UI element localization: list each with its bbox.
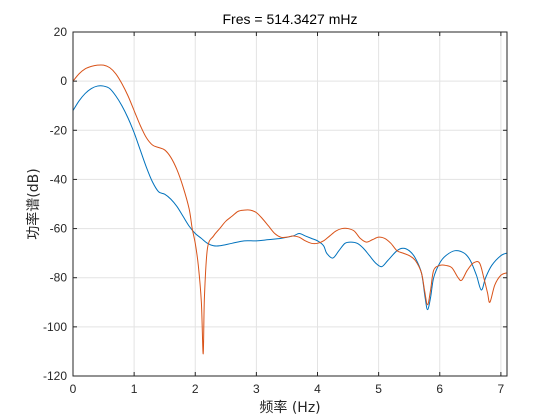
grid-lines bbox=[73, 32, 507, 376]
y-tick-label: -120 bbox=[43, 369, 67, 383]
x-axis-title: 频率 (Hz) bbox=[259, 399, 320, 416]
y-tick-label: 20 bbox=[54, 25, 68, 39]
y-tick-label: -40 bbox=[50, 172, 68, 186]
y-tick-label: -60 bbox=[50, 222, 68, 236]
series-line-1 bbox=[73, 85, 507, 311]
x-tick-label: 4 bbox=[314, 382, 321, 396]
x-tick-label: 5 bbox=[375, 382, 382, 396]
x-tick-label: 3 bbox=[253, 382, 260, 396]
x-tick-label: 6 bbox=[436, 382, 443, 396]
axis-ticks: 0 1 2 3 4 5 6 7 -120 -100 -80 -60 -40 -20 0 20 bbox=[43, 25, 507, 396]
y-tick-label: 0 bbox=[60, 74, 67, 88]
y-axis-title: 功率谱(dB) bbox=[25, 168, 42, 239]
x-tick-label: 2 bbox=[192, 382, 199, 396]
y-tick-label: -100 bbox=[43, 320, 67, 334]
series-layer bbox=[73, 64, 507, 355]
series-line-2 bbox=[73, 64, 507, 355]
x-tick-label: 1 bbox=[131, 382, 138, 396]
y-tick-label: -80 bbox=[50, 271, 68, 285]
x-tick-label: 7 bbox=[498, 382, 505, 396]
chart-title: Fres = 514.3427 mHz bbox=[222, 11, 357, 27]
y-tick-label: -20 bbox=[50, 123, 68, 137]
plot-background bbox=[73, 32, 507, 376]
x-tick-label: 0 bbox=[70, 382, 77, 396]
plot-frame bbox=[72, 31, 508, 377]
